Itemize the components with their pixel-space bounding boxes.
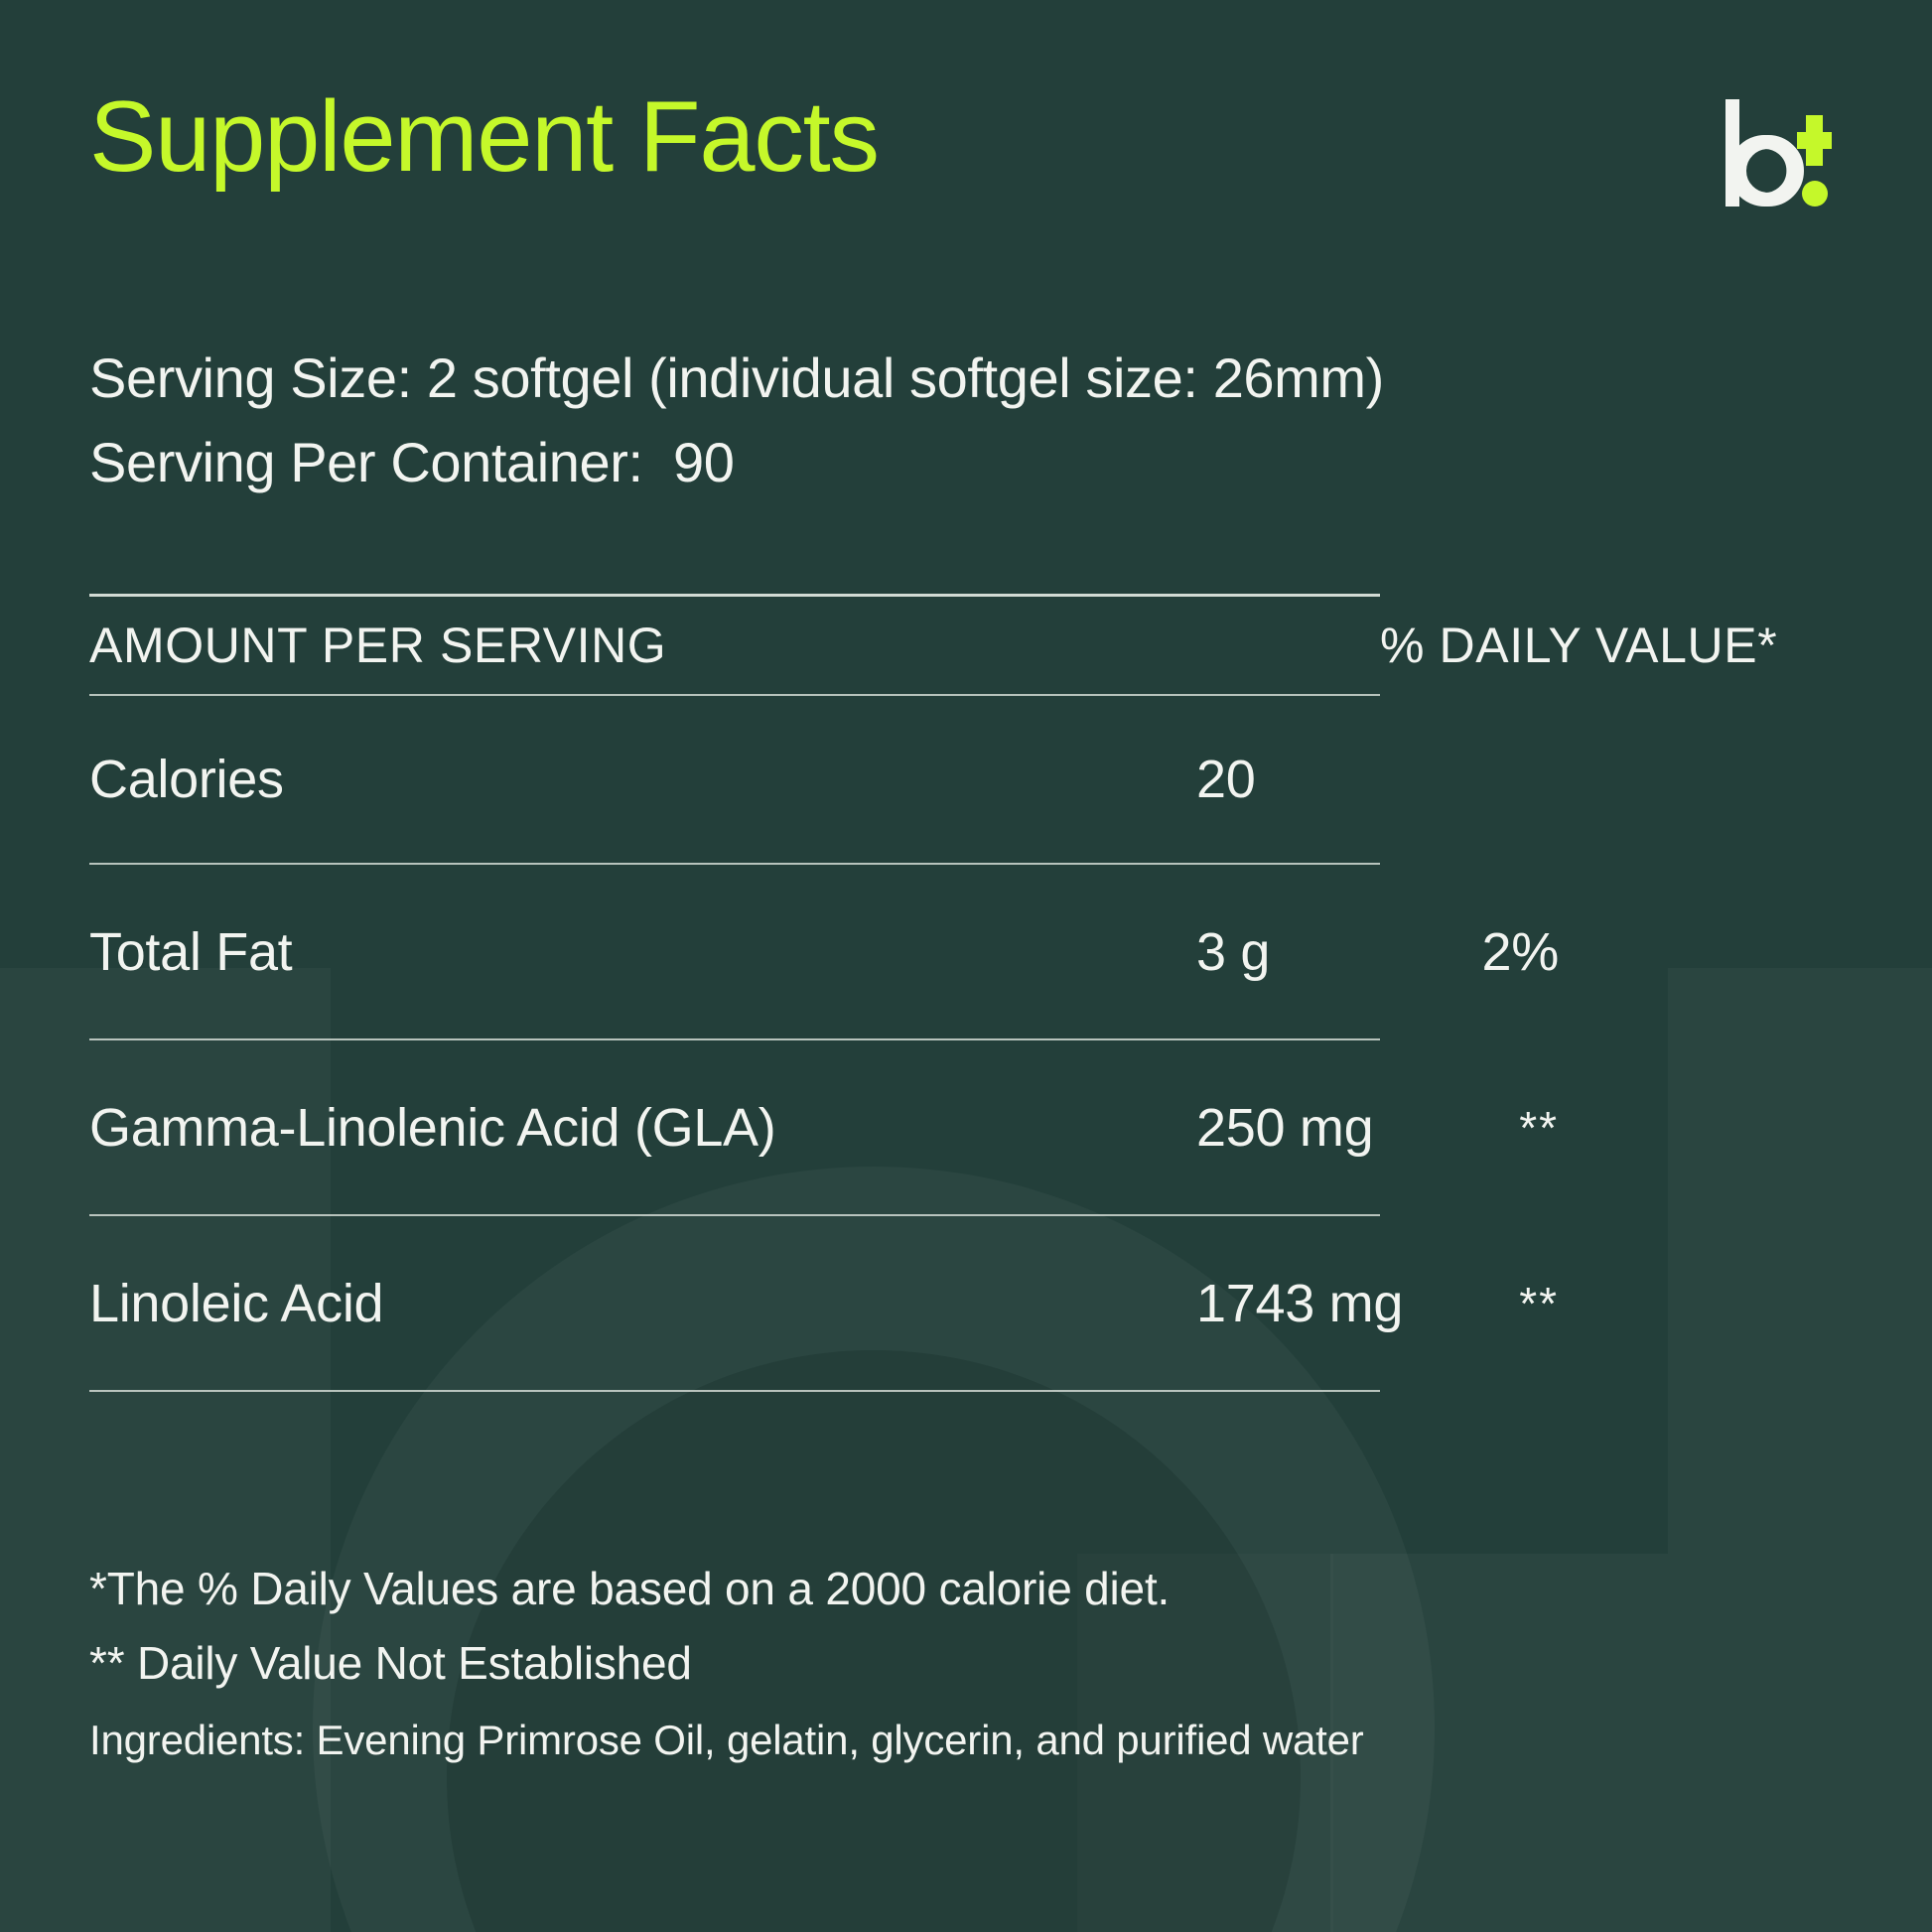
row-amount-gla: 250 mg bbox=[1196, 1097, 1374, 1158]
header: Supplement Facts bbox=[89, 87, 1843, 216]
ingredients-line: Ingredients: Evening Primrose Oil, gelat… bbox=[89, 1716, 1364, 1763]
table-rule-top bbox=[89, 594, 1380, 597]
footnote-daily-values: *The % Daily Values are based on a 2000 … bbox=[89, 1563, 1171, 1614]
serving-size-line: Serving Size: 2 softgel (individual soft… bbox=[89, 346, 1384, 409]
row-label-calories: Calories bbox=[89, 750, 284, 809]
row-dv-total-fat: 2% bbox=[1481, 921, 1560, 982]
table-rule-3 bbox=[89, 1214, 1380, 1216]
brand-logo bbox=[1724, 99, 1843, 208]
table-row: Gamma-Linolenic Acid (GLA) 250 mg ** bbox=[89, 1040, 1557, 1214]
row-amount-linoleic-acid: 1743 mg bbox=[1196, 1273, 1404, 1333]
footnote-not-established: ** Daily Value Not Established bbox=[89, 1636, 692, 1689]
table-rule-bottom bbox=[89, 1390, 1380, 1392]
page-title: Supplement Facts bbox=[89, 81, 880, 193]
table-rule-2 bbox=[89, 1038, 1380, 1040]
table-row: Linoleic Acid 1743 mg ** bbox=[89, 1216, 1557, 1390]
footnotes: *The % Daily Values are based on a 2000 … bbox=[89, 1552, 1777, 1780]
serving-per-container-line: Serving Per Container: 90 bbox=[89, 431, 735, 494]
row-amount-total-fat: 3 g bbox=[1196, 921, 1271, 982]
row-dv-linoleic-acid: ** bbox=[1519, 1277, 1559, 1329]
table-header-row: AMOUNT PER SERVING % DAILY VALUE* bbox=[89, 597, 1777, 694]
row-amount-calories: 20 bbox=[1196, 750, 1256, 809]
row-label-linoleic-acid: Linoleic Acid bbox=[89, 1273, 384, 1333]
header-daily-value: % DAILY VALUE* bbox=[1380, 618, 1778, 673]
serving-info: Serving Size: 2 softgel (individual soft… bbox=[89, 336, 1866, 504]
row-label-total-fat: Total Fat bbox=[89, 921, 293, 982]
logo-letter-b bbox=[1725, 99, 1804, 207]
row-label-gla: Gamma-Linolenic Acid (GLA) bbox=[89, 1097, 776, 1158]
dot-icon bbox=[1802, 181, 1828, 207]
header-amount-per-serving: AMOUNT PER SERVING bbox=[89, 618, 667, 673]
plus-icon bbox=[1797, 115, 1832, 166]
table-rule-header bbox=[89, 694, 1380, 696]
table-row: Calories 20 bbox=[89, 696, 1380, 863]
row-dv-gla: ** bbox=[1519, 1101, 1559, 1154]
table-row: Total Fat 3 g 2% bbox=[89, 865, 1559, 1038]
table-rule-1 bbox=[89, 863, 1380, 865]
supplement-facts-table: AMOUNT PER SERVING % DAILY VALUE* Calori… bbox=[89, 594, 1777, 1392]
